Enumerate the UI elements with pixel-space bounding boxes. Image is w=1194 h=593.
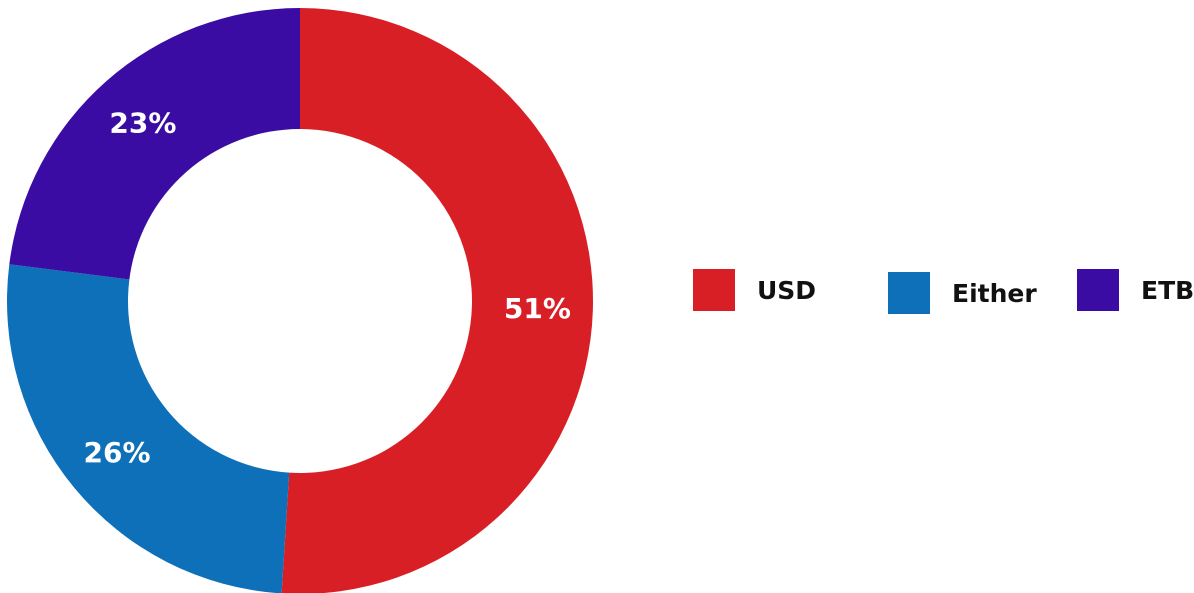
legend-swatch-etb <box>1077 269 1119 311</box>
donut-chart: 51% 26% 23% <box>7 8 593 593</box>
legend-item-either: Either <box>888 272 1037 314</box>
slice-value-label-etb: 23% <box>109 106 176 139</box>
donut-slice-etb <box>9 8 300 280</box>
legend-label-either: Either <box>952 278 1037 308</box>
legend-item-usd: USD <box>693 269 816 311</box>
donut-slice-usd <box>281 8 593 593</box>
legend-swatch-usd <box>693 269 735 311</box>
slice-value-label-either: 26% <box>83 436 150 469</box>
legend-item-etb: ETB <box>1077 269 1194 311</box>
legend-label-etb: ETB <box>1141 275 1194 305</box>
legend-label-usd: USD <box>757 275 817 305</box>
legend-swatch-either <box>888 272 930 314</box>
slice-value-label-usd: 51% <box>504 292 571 325</box>
donut-slice-either <box>7 264 290 593</box>
